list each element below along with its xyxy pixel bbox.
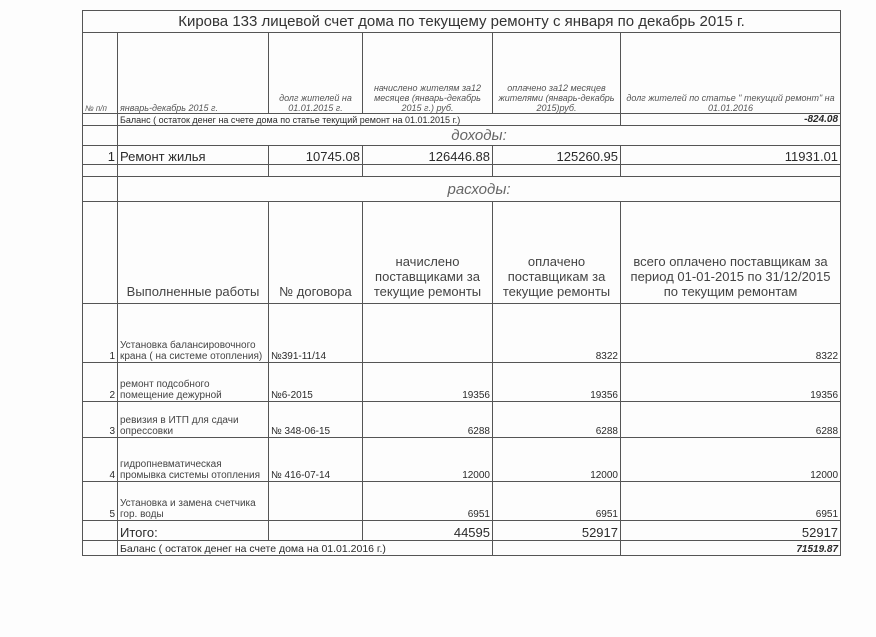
expense-name: гидропневматическая промывка системы ото… [117,437,269,482]
income-row: 1 Ремонт жилья 10745.08 126446.88 125260… [82,145,842,165]
expense-num: 5 [82,481,118,521]
total-label: Итого: [117,520,269,541]
balance-start-label: Баланс ( остаток денег на счете дома по … [117,113,621,126]
header-debt-start: долг жителей на 01.01.2015 г. [268,32,363,114]
expense-charged: 19356 [362,362,493,402]
income-debt-end: 11931.01 [619,145,842,165]
expense-paid: 19356 [492,362,621,402]
total-paid: 52917 [492,520,621,541]
balance-end-label: Баланс ( остаток денег на счете дома на … [117,540,493,556]
expense-row: 1 Установка балансировочного крана ( на … [82,303,842,363]
expense-total-paid: 6951 [619,481,842,521]
expense-row: 2 ремонт подсобного помещение дежурной №… [82,362,842,402]
expense-total-paid: 12000 [619,437,842,482]
expense-total-paid: 6288 [619,401,842,438]
expenses-heading: расходы: [116,176,842,202]
expense-contract: №391-11/14 [268,303,363,363]
header-debt-end: долг жителей по статье " текущий ремонт"… [619,32,842,114]
col-contract: № договора [268,201,363,304]
expense-num: 1 [82,303,118,363]
expense-name: Установка балансировочного крана ( на си… [117,303,269,363]
document-title: Кирова 133 лицевой счет дома по текущему… [81,10,842,33]
expense-name: ревизия в ИТП для сдачи опрессовки [117,401,269,438]
income-debt-start: 10745.08 [268,145,363,165]
expense-paid: 12000 [492,437,621,482]
income-num: 1 [82,145,118,165]
income-name: Ремонт жилья [117,145,269,165]
expense-charged: 6951 [362,481,493,521]
expense-charged: 6288 [362,401,493,438]
col-paid: оплачено поставщикам за текущие ремонты [492,201,621,304]
header-period: январь-декабрь 2015 г. [117,32,269,114]
expense-total-paid: 8322 [619,303,842,363]
expense-contract: №6-2015 [268,362,363,402]
expense-row: 3 ревизия в ИТП для сдачи опрессовки № 3… [82,401,842,438]
expense-contract: № 416-07-14 [268,437,363,482]
balance-start-row: Баланс ( остаток денег на счете дома по … [82,113,842,126]
expense-total-paid: 19356 [619,362,842,402]
total-total-paid: 52917 [619,520,842,541]
expense-paid: 8322 [492,303,621,363]
expense-num: 4 [82,437,118,482]
col-total-paid: всего оплачено поставщикам за период 01-… [619,201,842,304]
income-paid: 125260.95 [492,145,621,165]
col-charged: начислено поставщиками за текущие ремонт… [362,201,493,304]
balance-end-row: Баланс ( остаток денег на счете дома на … [82,540,842,556]
header-num: № п/п [82,32,118,114]
expense-charged [362,303,493,363]
expense-row: 5 Установка и замена счетчика гор. воды … [82,481,842,521]
balance-start-value: -824.08 [619,113,842,126]
header-paid: оплачено за12 месяцев жителями (январь-д… [492,32,621,114]
expense-paid: 6288 [492,401,621,438]
expense-contract [268,481,363,521]
expense-paid: 6951 [492,481,621,521]
expense-row: 4 гидропневматическая промывка системы о… [82,437,842,482]
expense-num: 3 [82,401,118,438]
total-charged: 44595 [362,520,493,541]
header-charged: начислено жителям за12 месяцев (январь-д… [362,32,493,114]
total-row: Итого: 44595 52917 52917 [82,520,842,541]
expenses-header-row: Выполненные работы № договора начислено … [82,201,842,304]
income-heading: доходы: [116,125,842,146]
expense-contract: № 348-06-15 [268,401,363,438]
header-row: № п/п январь-декабрь 2015 г. долг жителе… [82,32,842,114]
expense-name: ремонт подсобного помещение дежурной [117,362,269,402]
income-charged: 126446.88 [362,145,493,165]
expense-name: Установка и замена счетчика гор. воды [117,481,269,521]
col-works: Выполненные работы [117,201,269,304]
expense-charged: 12000 [362,437,493,482]
balance-end-value: 71519.87 [619,540,842,556]
account-table: Кирова 133 лицевой счет дома по текущему… [81,10,842,556]
expense-num: 2 [82,362,118,402]
